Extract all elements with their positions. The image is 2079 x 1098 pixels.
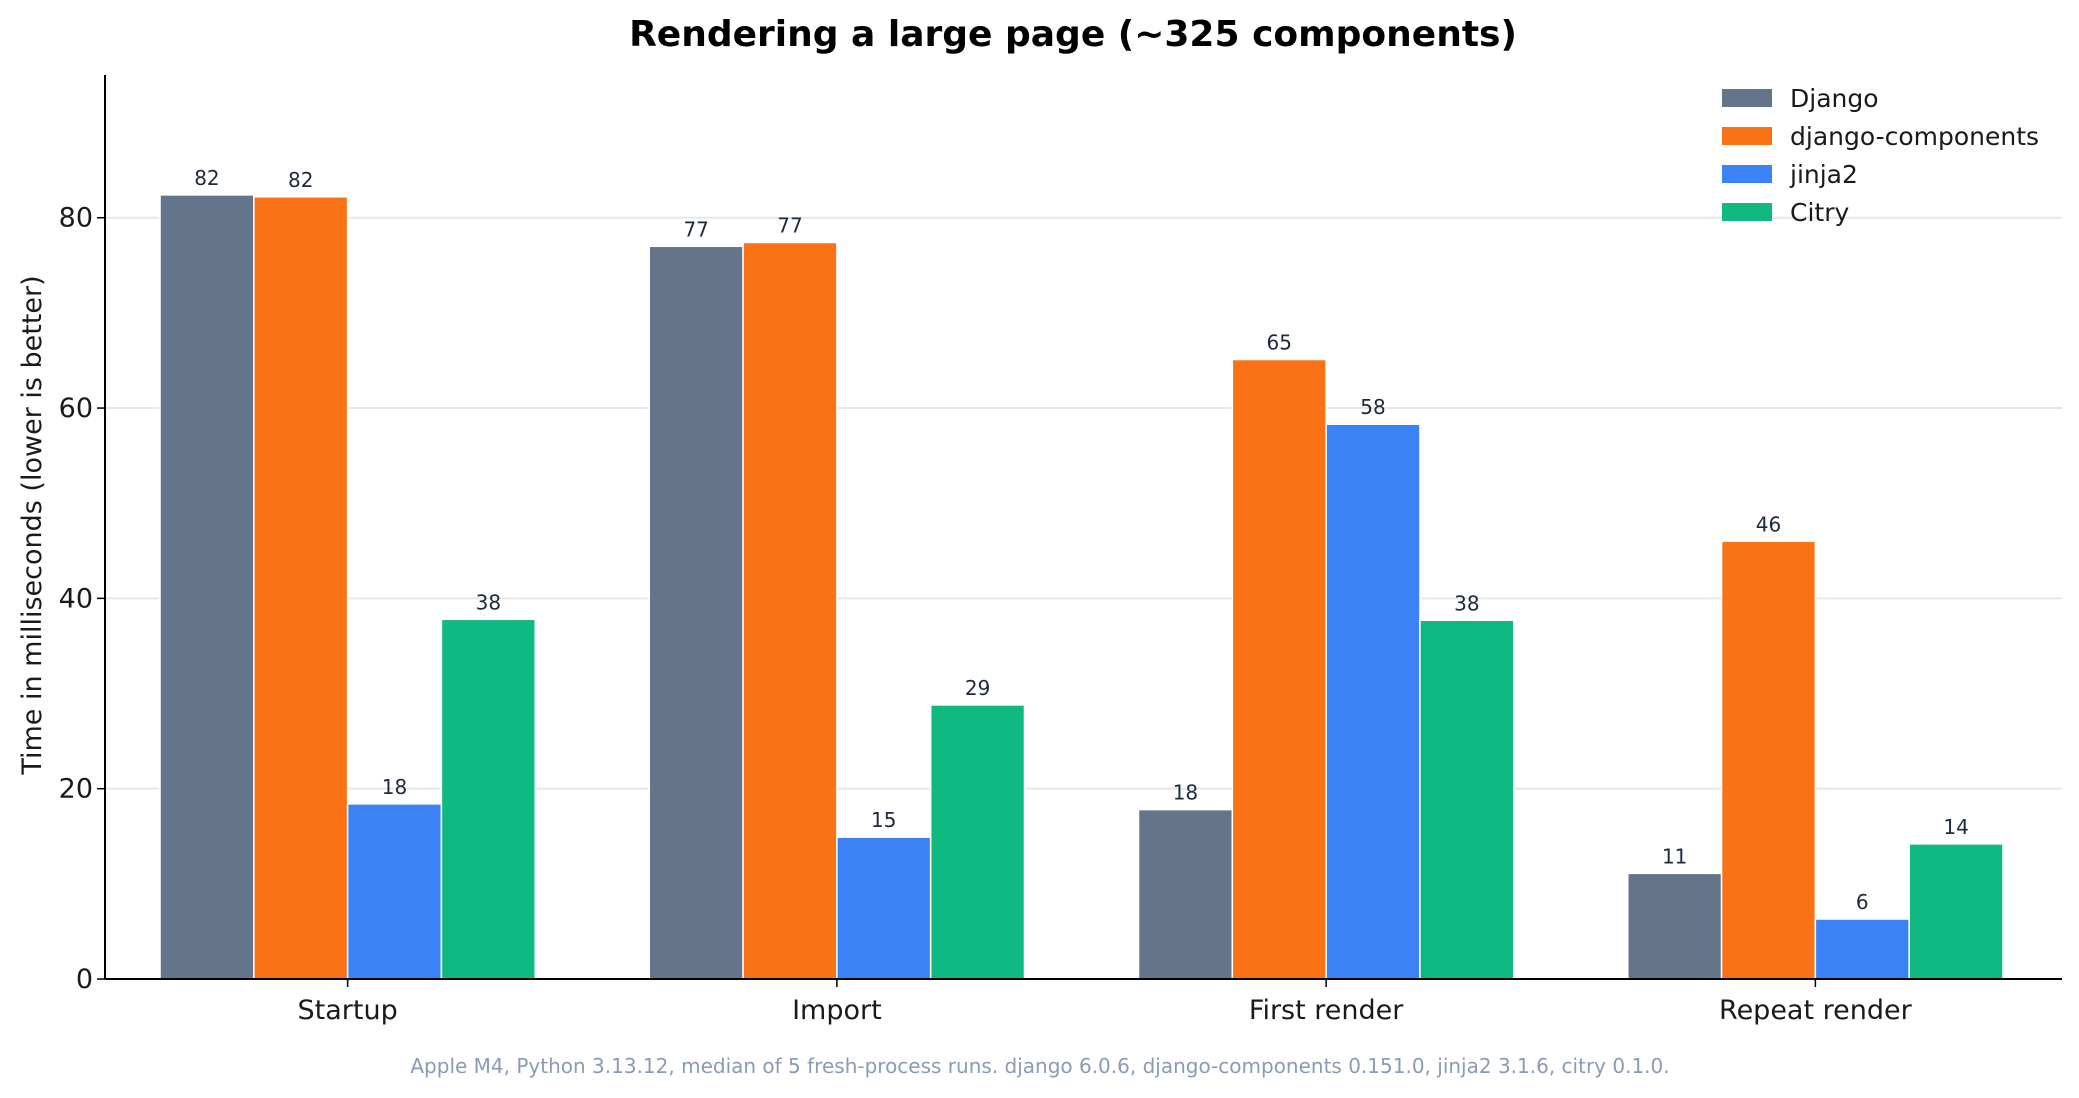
legend-swatch	[1722, 165, 1772, 183]
x-tick-label: Startup	[298, 995, 398, 1026]
x-tick-label: Repeat render	[1719, 995, 1913, 1026]
legend-swatch	[1722, 203, 1772, 221]
bar-value-label: 77	[683, 217, 708, 241]
bars: 82 82 18 38 77 77 15 29 18 65 58 38 11 46 6 14	[159, 166, 2004, 980]
legend-label: jinja2	[1789, 160, 1858, 189]
bar	[1231, 358, 1327, 980]
bar	[1908, 843, 2004, 980]
bar-value-label: 6	[1856, 890, 1869, 914]
bar	[1325, 423, 1421, 980]
y-tick-label: 80	[59, 203, 93, 234]
bar-value-label: 82	[194, 166, 219, 190]
bar-value-label: 11	[1662, 844, 1687, 868]
legend-label: Citry	[1790, 198, 1849, 227]
legend-swatch	[1722, 127, 1772, 145]
y-tick-label: 40	[59, 583, 93, 614]
bar	[836, 836, 932, 980]
bar-value-label: 38	[476, 590, 501, 614]
bar-value-label: 82	[288, 168, 313, 192]
axes: 0 20 40 60 80 Startup Import First render Repeat…	[59, 75, 2062, 1026]
bar	[1627, 872, 1723, 980]
bar	[1814, 918, 1910, 980]
bar-value-label: 77	[777, 213, 802, 237]
legend: Django django-components jinja2 Citry	[1722, 84, 2039, 227]
legend-label: django-components	[1790, 122, 2039, 151]
legend-swatch	[1722, 89, 1772, 107]
bar-value-label: 58	[1360, 395, 1385, 419]
chart-title: Rendering a large page (~325 components)	[629, 14, 1517, 55]
y-tick-label: 0	[76, 964, 93, 995]
bar	[1720, 540, 1817, 980]
y-tick-label: 20	[59, 774, 93, 805]
bar	[440, 618, 536, 980]
y-tick-label: 60	[59, 393, 93, 424]
x-tick-label: Import	[792, 995, 882, 1026]
bar	[742, 241, 838, 980]
bar-value-label: 29	[965, 676, 990, 700]
bar	[929, 704, 1026, 980]
legend-label: Django	[1790, 84, 1879, 113]
bar-value-label: 14	[1943, 815, 1968, 839]
bar	[159, 194, 255, 980]
bar-value-label: 46	[1756, 512, 1781, 536]
bar-value-label: 65	[1266, 331, 1291, 355]
bar-value-label: 15	[871, 808, 896, 832]
bar-value-label: 38	[1454, 591, 1479, 615]
bar	[648, 245, 744, 980]
chart-footnote: Apple M4, Python 3.13.12, median of 5 fr…	[410, 1054, 1669, 1078]
x-tick-label: First render	[1249, 995, 1404, 1026]
bar-value-label: 18	[382, 775, 407, 799]
bar-value-label: 18	[1173, 781, 1198, 805]
bar	[253, 196, 349, 980]
bar	[1419, 619, 1515, 980]
y-axis-label: Time in milliseconds (lower is better)	[17, 275, 48, 775]
bar	[1137, 808, 1234, 980]
bar	[346, 803, 443, 980]
